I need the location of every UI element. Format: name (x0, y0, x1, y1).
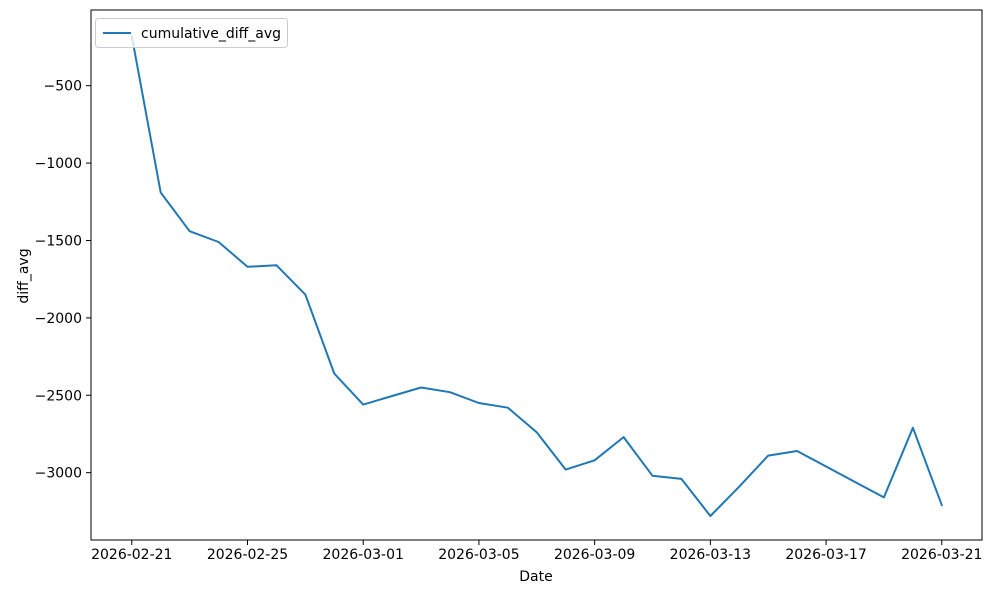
y-tick-label: −2500 (35, 388, 82, 404)
x-axis-label: Date (519, 569, 552, 585)
y-axis-label: diff_avg (16, 248, 32, 303)
y-tick-label: −1500 (35, 233, 82, 249)
y-tick-label: −1000 (35, 156, 82, 172)
x-tick-label: 2026-03-13 (670, 547, 751, 563)
y-tick-label: −2000 (35, 311, 82, 327)
y-tick-label: −3000 (35, 466, 82, 482)
x-tick-label: 2026-03-17 (785, 547, 866, 563)
y-tick-label: −500 (44, 79, 82, 95)
series-line (130, 35, 943, 517)
x-tick-label: 2026-03-09 (554, 547, 635, 563)
legend-frame (95, 18, 288, 48)
plot-area: 2026-02-21 2026-02-25 2026-03-01 2026-03-05… (35, 9, 983, 563)
legend: cumulative_diff_avg (95, 18, 288, 48)
x-tick-label: 2026-03-05 (438, 547, 519, 563)
x-tick-label: 2026-02-25 (207, 547, 288, 563)
x-tick-label: 2026-03-01 (323, 547, 404, 563)
axes-frame (90, 9, 983, 541)
x-tick-label: 2026-02-21 (91, 547, 172, 563)
legend-label: cumulative_diff_avg (141, 26, 281, 42)
x-tick-label: 2026-03-21 (901, 547, 982, 563)
